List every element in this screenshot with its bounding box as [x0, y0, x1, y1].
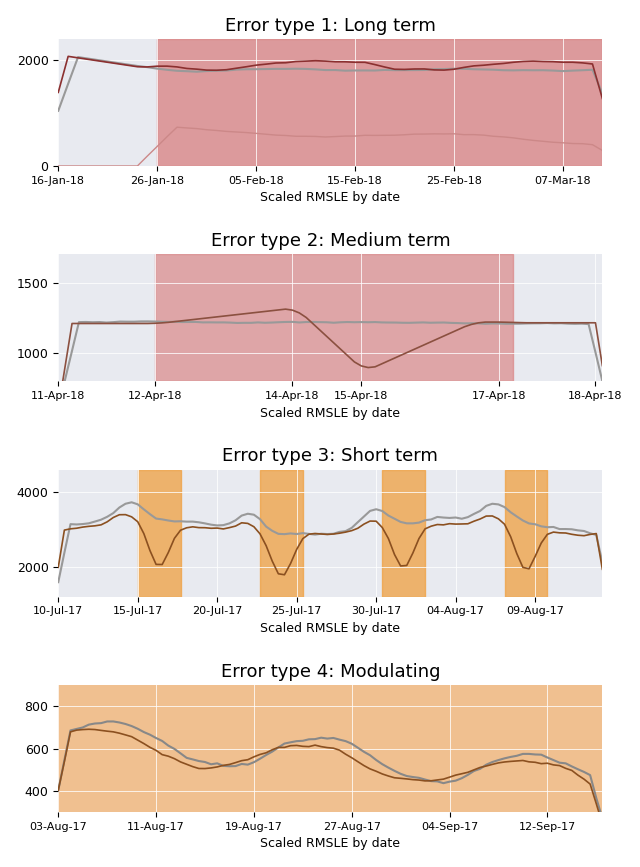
X-axis label: Scaled RMSLE by date: Scaled RMSLE by date — [260, 192, 400, 205]
Bar — [155, 254, 513, 381]
Title: Error type 2: Medium term: Error type 2: Medium term — [211, 232, 450, 250]
X-axis label: Scaled RMSLE by date: Scaled RMSLE by date — [260, 838, 400, 851]
X-axis label: Scaled RMSLE by date: Scaled RMSLE by date — [260, 407, 400, 420]
Title: Error type 1: Long term: Error type 1: Long term — [225, 16, 436, 35]
X-axis label: Scaled RMSLE by date: Scaled RMSLE by date — [260, 622, 400, 635]
Bar — [260, 470, 303, 596]
Title: Error type 3: Short term: Error type 3: Short term — [222, 447, 438, 466]
Bar — [138, 470, 180, 596]
Bar — [382, 470, 425, 596]
Title: Error type 4: Modulating: Error type 4: Modulating — [221, 662, 440, 681]
Bar — [157, 39, 602, 166]
Bar — [504, 470, 547, 596]
